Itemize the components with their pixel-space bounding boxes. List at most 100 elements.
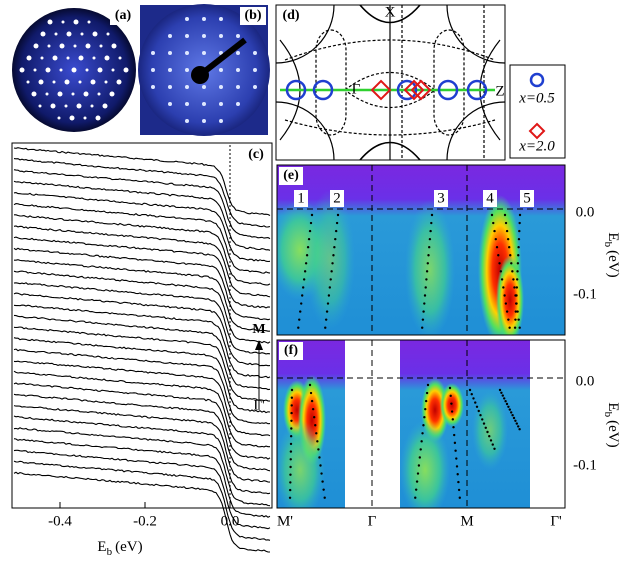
spot xyxy=(97,92,101,96)
band-dot xyxy=(421,432,424,435)
band-dot xyxy=(517,254,520,257)
spot xyxy=(78,55,84,61)
band-dot xyxy=(313,416,316,419)
spot xyxy=(59,68,63,72)
band-label: 3 xyxy=(437,190,445,206)
panel-label: (a) xyxy=(115,8,132,23)
spot xyxy=(80,32,84,36)
band-dot xyxy=(314,424,317,427)
band-dot xyxy=(325,310,329,313)
spot xyxy=(31,91,37,97)
band-dot xyxy=(429,229,432,233)
band-dot xyxy=(421,326,424,329)
band-dot xyxy=(507,318,510,321)
spot xyxy=(253,85,257,89)
band-dot xyxy=(453,441,457,445)
spot xyxy=(61,20,65,24)
edc-curve xyxy=(13,348,271,425)
band-dot xyxy=(424,407,427,411)
band-label-box xyxy=(520,190,534,207)
band-label-box xyxy=(330,190,344,207)
spot xyxy=(38,79,44,85)
band-dot xyxy=(332,254,335,257)
edc-curve xyxy=(14,214,271,286)
band-dot xyxy=(305,254,309,257)
panel-label: (c) xyxy=(248,147,264,162)
band-dot xyxy=(323,496,326,499)
edc-curve xyxy=(13,282,271,355)
arrow-label: Γ' xyxy=(253,397,265,413)
point-label: X xyxy=(385,4,396,20)
edc-curve xyxy=(13,393,271,472)
band-dot xyxy=(495,246,499,249)
y-tick-label: -0.1 xyxy=(573,457,597,473)
band-dot xyxy=(508,408,511,411)
band-dot xyxy=(510,411,513,414)
band-dot xyxy=(451,418,454,421)
spot xyxy=(236,68,240,72)
spot xyxy=(151,68,155,72)
band-dot xyxy=(306,246,310,249)
band-dot xyxy=(290,419,293,422)
band-dot xyxy=(450,410,454,413)
band-dot xyxy=(481,418,484,421)
spot xyxy=(26,80,30,84)
band-dot xyxy=(315,432,318,435)
band-dot xyxy=(504,302,508,305)
spot xyxy=(185,34,189,38)
spot xyxy=(85,68,89,72)
band-dot xyxy=(298,318,301,321)
k-point-label: Γ' xyxy=(550,513,562,529)
spot xyxy=(111,68,115,72)
band-dot xyxy=(288,488,292,492)
arrow-label: M xyxy=(252,322,265,337)
spot xyxy=(78,80,82,84)
band-dot xyxy=(489,439,493,442)
panel-label: (f) xyxy=(284,343,298,358)
point-label: Γ xyxy=(352,81,361,97)
spot xyxy=(92,56,96,60)
band-dot xyxy=(515,286,519,289)
band-dot xyxy=(491,443,494,446)
band-dot xyxy=(414,488,418,491)
band-dot xyxy=(319,464,322,467)
panel-b: (b) xyxy=(138,4,270,136)
spot xyxy=(151,85,155,89)
panel-label: (e) xyxy=(283,168,299,183)
spot xyxy=(52,80,56,84)
band-dot xyxy=(472,397,475,400)
spot xyxy=(185,102,189,106)
band-dot xyxy=(482,422,486,425)
band-dot xyxy=(418,456,422,459)
spot xyxy=(109,91,115,97)
spot xyxy=(202,119,206,123)
edc-curve xyxy=(13,427,271,507)
spot xyxy=(104,55,110,61)
band-dot xyxy=(511,414,514,417)
band-dot xyxy=(515,294,518,297)
y-axis-label: Eb(eV) xyxy=(602,402,620,447)
spot xyxy=(202,51,206,55)
spot xyxy=(104,80,108,84)
x-axis-label: Eb (eV) xyxy=(97,539,142,557)
band-dot xyxy=(500,278,504,281)
band-dot xyxy=(516,270,519,273)
band-label-box xyxy=(483,190,497,207)
band-dot xyxy=(308,229,312,233)
band-dot xyxy=(324,318,328,321)
spot xyxy=(106,32,110,36)
edc-curve xyxy=(13,438,271,518)
band-dot xyxy=(320,472,323,475)
edc-curve xyxy=(13,337,271,414)
band-dot xyxy=(288,496,292,499)
band-dot xyxy=(448,386,452,390)
band-dot xyxy=(300,302,303,305)
spot xyxy=(185,17,189,21)
band-dot xyxy=(453,433,456,437)
band-dot xyxy=(289,435,293,438)
spot xyxy=(102,103,108,109)
legend-label: x=0.5 xyxy=(518,90,555,106)
band-dot xyxy=(503,294,506,297)
band-dot xyxy=(452,426,455,429)
edc-curve xyxy=(13,292,271,367)
